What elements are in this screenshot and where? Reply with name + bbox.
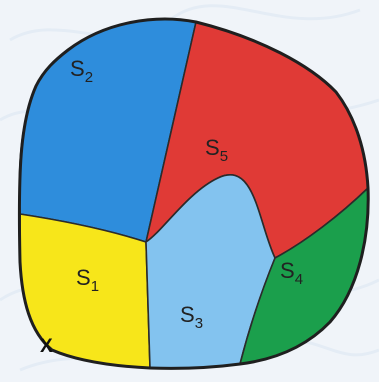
label-s3: S3 [180,302,203,332]
label-s2: S2 [70,56,93,86]
map-outline [17,17,370,370]
label-s1: S1 [76,265,99,295]
label-s4: S4 [280,258,303,288]
corner-x-label: X [40,336,53,357]
label-s5: S5 [205,135,228,165]
